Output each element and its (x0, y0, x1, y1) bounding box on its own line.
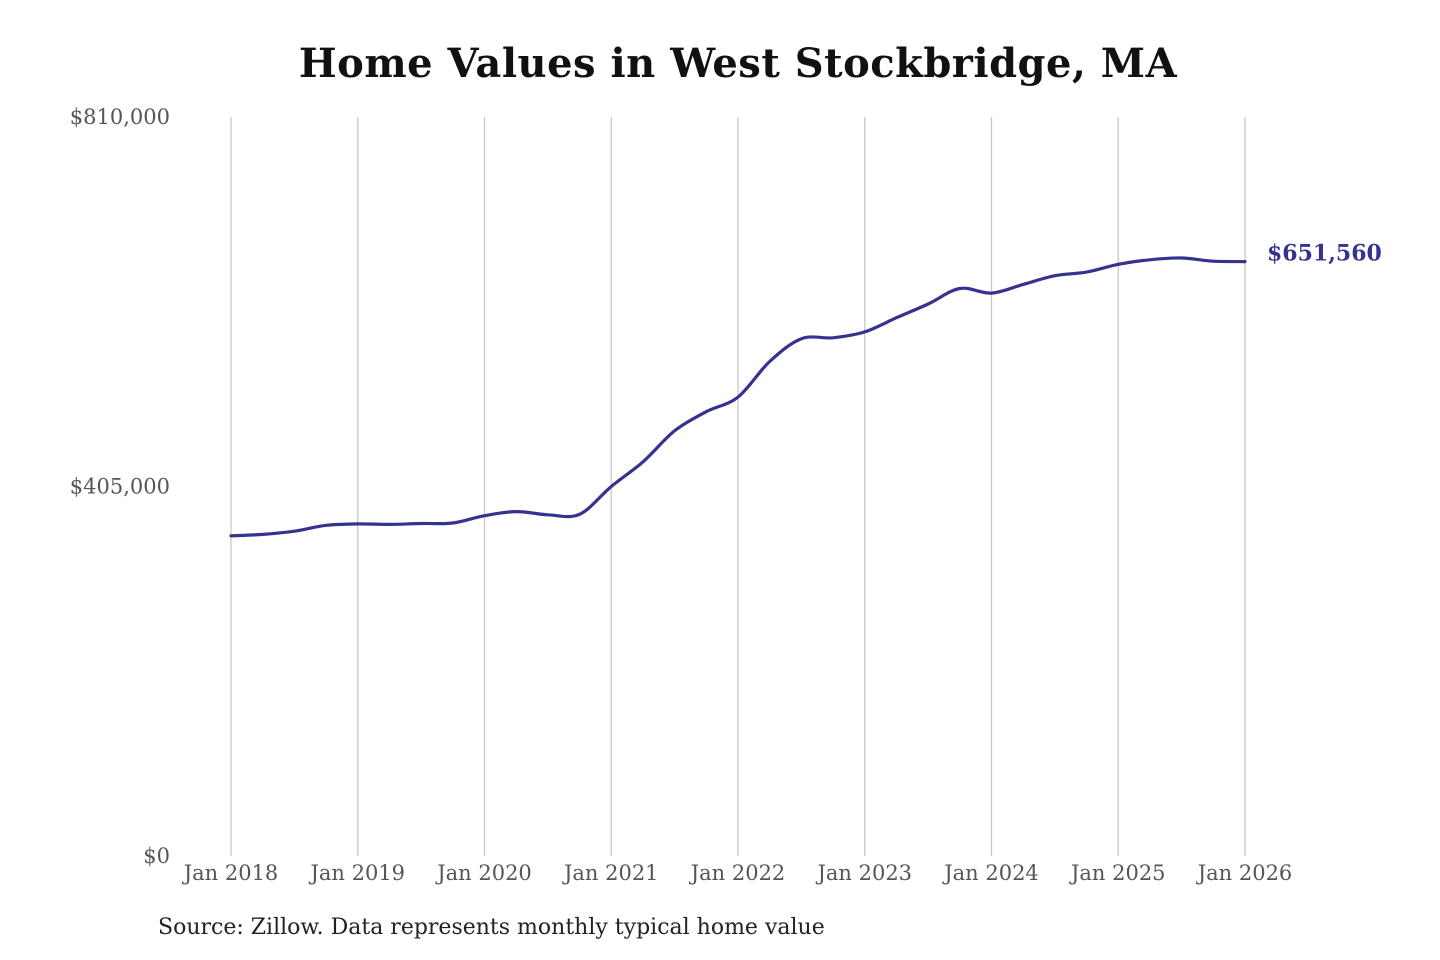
x-tick-label: Jan 2023 (815, 861, 912, 885)
x-tick-label: Jan 2024 (942, 861, 1039, 885)
chart-title: Home Values in West Stockbridge, MA (298, 40, 1178, 87)
x-tick-label: Jan 2021 (562, 861, 659, 885)
y-tick-label: $405,000 (70, 475, 170, 499)
x-tick-label: Jan 2026 (1196, 861, 1293, 885)
end-value-label: $651,560 (1267, 241, 1382, 267)
series-layer: $651,560 (229, 241, 1382, 538)
gridlines (230, 117, 1246, 856)
x-tick-label: Jan 2022 (689, 861, 786, 885)
y-tick-label: $810,000 (70, 105, 170, 129)
y-axis: $0 $405,000 $810,000 (70, 105, 170, 868)
x-tick-label: Jan 2025 (1069, 861, 1166, 885)
x-tick-label: Jan 2018 (182, 861, 279, 885)
x-tick-label: Jan 2020 (435, 861, 532, 885)
source-note: Source: Zillow. Data represents monthly … (158, 915, 825, 940)
series-line (229, 256, 1247, 538)
x-axis: Jan 2018 Jan 2019 Jan 2020 Jan 2021 Jan 2022… (182, 861, 1293, 885)
x-tick-label: Jan 2019 (308, 861, 405, 885)
y-tick-label: $0 (143, 844, 170, 868)
